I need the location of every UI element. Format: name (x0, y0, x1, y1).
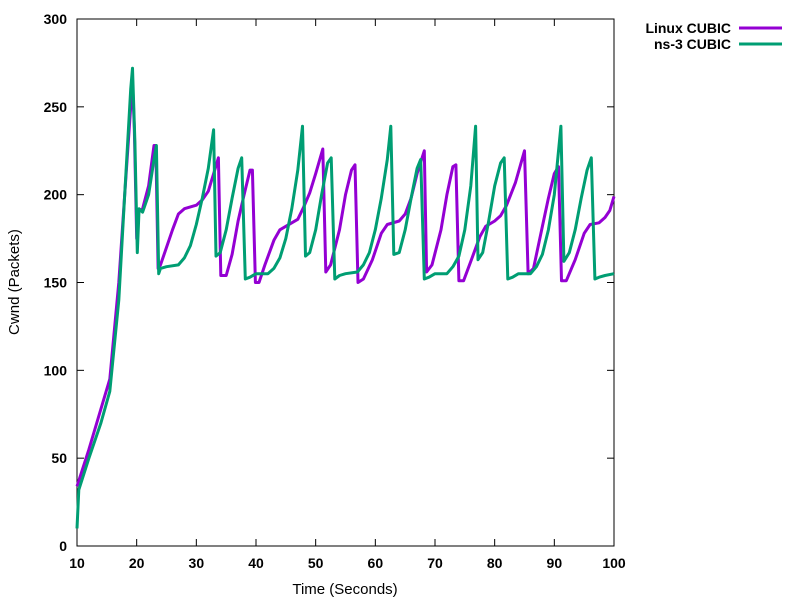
x-tick-label: 90 (547, 555, 563, 571)
y-tick-label: 0 (59, 538, 67, 554)
legend-label: Linux CUBIC (645, 20, 731, 36)
legend-label: ns-3 CUBIC (654, 36, 731, 52)
y-tick-label: 150 (44, 275, 68, 291)
series-line-0 (75, 79, 616, 487)
x-tick-label: 10 (69, 555, 85, 571)
x-tick-label: 30 (189, 555, 205, 571)
y-axis-title: Cwnd (Packets) (6, 229, 23, 335)
x-tick-label: 50 (308, 555, 324, 571)
axis-ticks: 10 20 30 40 50 60 70 80 90 100 0 50 100 150 200 250 300 (44, 11, 626, 571)
plot-frame (76, 18, 615, 547)
y-tick-label: 100 (44, 362, 68, 378)
x-tick-label: 20 (129, 555, 145, 571)
series-lines (75, 66, 616, 529)
y-tick-label: 250 (44, 99, 68, 115)
y-tick-label: 200 (44, 187, 68, 203)
x-tick-label: 80 (487, 555, 503, 571)
series-line-1 (75, 66, 615, 529)
x-tick-label: 100 (602, 555, 626, 571)
x-axis-title: Time (Seconds) (292, 581, 397, 598)
y-tick-label: 300 (44, 11, 68, 27)
x-tick-label: 60 (368, 555, 384, 571)
y-tick-label: 50 (51, 450, 67, 466)
x-tick-label: 70 (427, 555, 443, 571)
x-tick-label: 40 (248, 555, 264, 571)
